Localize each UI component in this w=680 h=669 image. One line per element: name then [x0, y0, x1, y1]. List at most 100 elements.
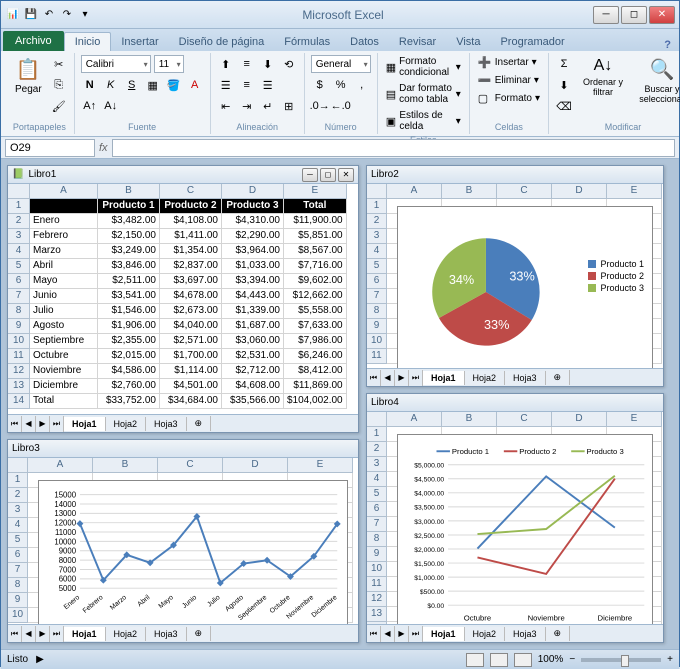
first-sheet-button[interactable]: ⏮ — [8, 416, 22, 432]
row-header[interactable]: 3 — [8, 229, 30, 244]
row-header[interactable]: 8 — [8, 578, 28, 593]
bold-button[interactable]: N — [81, 76, 99, 94]
row-header[interactable]: 10 — [8, 334, 30, 349]
row-header[interactable]: 9 — [367, 547, 387, 562]
table-cell[interactable]: $8,567.00 — [284, 244, 347, 259]
row-header[interactable]: 3 — [367, 457, 387, 472]
row-header[interactable]: 4 — [367, 244, 387, 259]
fill-icon[interactable]: ⬇ — [555, 76, 573, 94]
table-cell[interactable]: $2,837.00 — [160, 259, 222, 274]
fill-color-button[interactable]: 🪣 — [165, 76, 183, 94]
col-header[interactable] — [8, 458, 28, 473]
multi-line-chart[interactable]: Producto 1Producto 2Producto 3$0.00$500.… — [397, 434, 653, 624]
sheet-tab[interactable]: Hoja3 — [505, 627, 546, 641]
font-name-combo[interactable]: Calibri — [81, 55, 151, 73]
page-layout-button[interactable] — [490, 653, 508, 667]
align-center-icon[interactable]: ≡ — [238, 76, 256, 94]
tab-diseno[interactable]: Diseño de página — [169, 33, 275, 51]
increase-indent-icon[interactable]: ⇥ — [238, 97, 256, 115]
row-header[interactable]: 8 — [367, 532, 387, 547]
row-header[interactable]: 4 — [8, 244, 30, 259]
row-header[interactable]: 9 — [8, 319, 30, 334]
table-cell[interactable]: $2,290.00 — [222, 229, 284, 244]
row-header[interactable]: 4 — [8, 518, 28, 533]
table-header[interactable]: Producto 1 — [98, 199, 160, 214]
table-cell[interactable]: $4,443.00 — [222, 289, 284, 304]
col-header[interactable]: E — [607, 184, 662, 199]
col-header[interactable]: D — [223, 458, 288, 473]
col-header[interactable]: D — [552, 184, 607, 199]
next-sheet-button[interactable]: ▶ — [395, 370, 409, 386]
table-cell[interactable]: $2,355.00 — [98, 334, 160, 349]
table-cell[interactable]: Julio — [30, 304, 98, 319]
row-header[interactable]: 7 — [367, 517, 387, 532]
sort-filter-button[interactable]: A↓Ordenar y filtrar — [577, 55, 629, 99]
tab-programador[interactable]: Programador — [490, 33, 574, 51]
row-header[interactable]: 8 — [8, 304, 30, 319]
first-sheet-button[interactable]: ⏮ — [367, 370, 381, 386]
table-header[interactable] — [30, 199, 98, 214]
row-header[interactable]: 13 — [8, 379, 30, 394]
normal-view-button[interactable] — [466, 653, 484, 667]
row-header[interactable]: 3 — [367, 229, 387, 244]
col-header[interactable]: C — [160, 184, 222, 199]
merge-icon[interactable]: ⊞ — [280, 97, 298, 115]
row-header[interactable]: 2 — [367, 214, 387, 229]
first-sheet-button[interactable]: ⏮ — [367, 626, 381, 642]
col-header[interactable]: A — [387, 412, 442, 427]
border-button[interactable]: ▦ — [144, 76, 162, 94]
zoom-slider[interactable] — [581, 658, 661, 662]
table-cell[interactable]: $1,114.00 — [160, 364, 222, 379]
col-header[interactable]: B — [442, 412, 497, 427]
row-header[interactable]: 4 — [367, 472, 387, 487]
col-header[interactable]: D — [552, 412, 607, 427]
col-header[interactable]: A — [28, 458, 93, 473]
row-header[interactable]: 5 — [8, 533, 28, 548]
table-cell[interactable]: $1,700.00 — [160, 349, 222, 364]
last-sheet-button[interactable]: ⏭ — [409, 626, 423, 642]
align-bottom-icon[interactable]: ⬇ — [259, 55, 277, 73]
last-sheet-button[interactable]: ⏭ — [50, 626, 64, 642]
table-cell[interactable]: $6,246.00 — [284, 349, 347, 364]
delete-cells-button[interactable]: ➖Eliminar ▾ — [476, 73, 542, 88]
row-header[interactable]: 10 — [367, 334, 387, 349]
row-header[interactable]: 12 — [367, 592, 387, 607]
table-cell[interactable]: $5,851.00 — [284, 229, 347, 244]
workbook-title-bar[interactable]: Libro3 — [8, 440, 358, 458]
tab-formulas[interactable]: Fórmulas — [274, 33, 340, 51]
row-header[interactable]: 2 — [8, 214, 30, 229]
col-header[interactable] — [8, 184, 30, 199]
qat-dropdown-icon[interactable]: ▾ — [77, 7, 93, 23]
decrease-indent-icon[interactable]: ⇤ — [217, 97, 235, 115]
excel-icon[interactable]: 📊 — [5, 7, 21, 23]
font-color-button[interactable]: A — [186, 76, 204, 94]
clear-icon[interactable]: ⌫ — [555, 97, 573, 115]
table-cell[interactable]: Abril — [30, 259, 98, 274]
tab-insertar[interactable]: Insertar — [111, 33, 168, 51]
table-cell[interactable]: $1,687.00 — [222, 319, 284, 334]
table-cell[interactable]: $9,602.00 — [284, 274, 347, 289]
sheet-tab[interactable]: Hoja1 — [64, 417, 106, 431]
workbook-title-bar[interactable]: Libro4 — [367, 394, 663, 412]
tab-vista[interactable]: Vista — [446, 33, 490, 51]
col-header[interactable]: A — [30, 184, 98, 199]
row-header[interactable]: 6 — [367, 274, 387, 289]
new-sheet-button[interactable]: ⊕ — [546, 370, 571, 385]
autosum-icon[interactable]: Σ — [555, 55, 573, 73]
table-cell[interactable]: Diciembre — [30, 379, 98, 394]
table-cell[interactable]: $4,310.00 — [222, 214, 284, 229]
table-cell[interactable]: $1,906.00 — [98, 319, 160, 334]
decrease-decimal-icon[interactable]: ←.0 — [332, 97, 350, 115]
orientation-icon[interactable]: ⟲ — [280, 55, 298, 73]
table-cell[interactable]: Junio — [30, 289, 98, 304]
new-sheet-button[interactable]: ⊕ — [187, 626, 212, 641]
sheet-tab[interactable]: Hoja2 — [465, 371, 506, 385]
table-cell[interactable]: $104,002.00 — [284, 394, 347, 409]
comma-icon[interactable]: , — [353, 76, 371, 94]
table-cell[interactable]: $11,869.00 — [284, 379, 347, 394]
name-box[interactable]: O29 — [5, 139, 95, 157]
row-header[interactable]: 14 — [367, 622, 387, 624]
align-right-icon[interactable]: ☰ — [259, 76, 277, 94]
col-header[interactable]: D — [222, 184, 284, 199]
prev-sheet-button[interactable]: ◀ — [22, 626, 36, 642]
